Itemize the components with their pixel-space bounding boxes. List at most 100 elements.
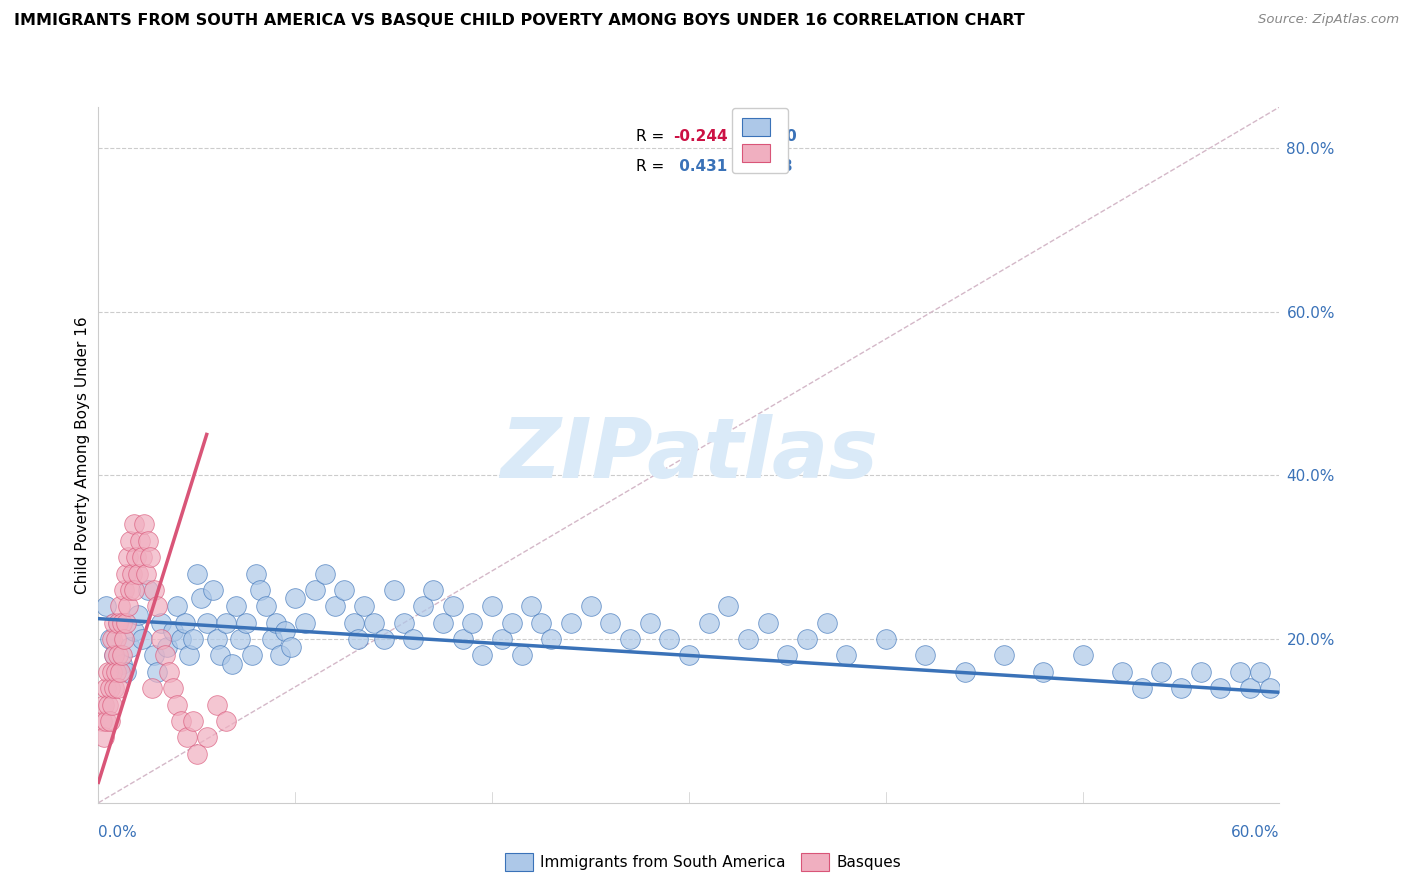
Point: [560, 615, 582, 630]
Point: [412, 599, 434, 614]
Point: [128, 533, 150, 548]
Point: [195, 615, 218, 630]
Point: [347, 632, 370, 646]
Point: [141, 681, 163, 696]
Point: [737, 632, 759, 646]
Point: [953, 665, 976, 679]
Point: [122, 582, 145, 597]
Point: [491, 632, 513, 646]
Point: [186, 566, 208, 581]
Point: [451, 632, 474, 646]
Point: [432, 615, 454, 630]
Text: Source: ZipAtlas.com: Source: ZipAtlas.com: [1258, 13, 1399, 27]
Point: [96, 681, 118, 696]
Point: [304, 582, 326, 597]
Point: [118, 582, 141, 597]
Point: [530, 615, 553, 630]
Point: [101, 698, 124, 712]
Point: [1209, 681, 1232, 696]
Text: -0.244: -0.244: [673, 129, 728, 145]
Point: [166, 599, 188, 614]
Point: [363, 615, 385, 630]
Text: 58: 58: [766, 159, 792, 174]
Point: [280, 640, 302, 655]
Point: [373, 632, 395, 646]
Point: [269, 648, 291, 663]
Point: [146, 665, 169, 679]
Point: [1239, 681, 1261, 696]
Point: [353, 599, 375, 614]
Point: [314, 566, 336, 581]
Point: [117, 550, 139, 565]
Point: [471, 648, 494, 663]
Point: [835, 648, 858, 663]
Point: [108, 665, 131, 679]
Point: [190, 591, 212, 606]
Point: [209, 648, 232, 663]
Point: [155, 648, 177, 663]
Point: [177, 648, 200, 663]
Text: IMMIGRANTS FROM SOUTH AMERICA VS BASQUE CHILD POVERTY AMONG BOYS UNDER 16 CORREL: IMMIGRANTS FROM SOUTH AMERICA VS BASQUE …: [14, 13, 1025, 29]
Point: [91, 714, 114, 728]
Point: [96, 714, 118, 728]
Point: [1071, 648, 1094, 663]
Point: [142, 648, 165, 663]
Point: [176, 731, 198, 745]
Point: [111, 657, 134, 671]
Point: [284, 591, 307, 606]
Legend: , : ,: [731, 108, 789, 173]
Point: [136, 582, 159, 597]
Point: [510, 648, 533, 663]
Text: N =: N =: [730, 129, 773, 145]
Point: [501, 615, 523, 630]
Point: [146, 599, 169, 614]
Point: [103, 615, 125, 630]
Point: [115, 665, 138, 679]
Point: [697, 615, 720, 630]
Point: [112, 582, 135, 597]
Point: [127, 607, 149, 622]
Point: [1189, 665, 1212, 679]
Point: [260, 632, 283, 646]
Point: [481, 599, 503, 614]
Point: [105, 665, 128, 679]
Point: [112, 632, 135, 646]
Text: N =: N =: [730, 159, 773, 174]
Point: [117, 599, 139, 614]
Point: [1249, 665, 1271, 679]
Point: [162, 624, 184, 638]
Point: [215, 714, 238, 728]
Point: [162, 681, 184, 696]
Point: [150, 615, 173, 630]
Point: [97, 665, 120, 679]
Point: [201, 582, 224, 597]
Point: [108, 599, 131, 614]
Point: [249, 582, 271, 597]
Point: [150, 632, 173, 646]
Point: [122, 517, 145, 532]
Point: [97, 698, 120, 712]
Point: [132, 517, 155, 532]
Point: [195, 731, 218, 745]
Point: [264, 615, 287, 630]
Text: 60.0%: 60.0%: [1232, 825, 1279, 840]
Point: [111, 648, 134, 663]
Text: 0.431: 0.431: [673, 159, 727, 174]
Point: [103, 648, 125, 663]
Point: [101, 665, 124, 679]
Point: [205, 698, 228, 712]
Point: [294, 615, 316, 630]
Point: [225, 599, 247, 614]
Point: [131, 632, 153, 646]
Point: [678, 648, 700, 663]
Y-axis label: Child Poverty Among Boys Under 16: Child Poverty Among Boys Under 16: [75, 316, 90, 594]
Point: [138, 550, 160, 565]
Point: [914, 648, 936, 663]
Point: [245, 566, 267, 581]
Point: [115, 566, 138, 581]
Point: [1258, 681, 1281, 696]
Point: [107, 615, 129, 630]
Point: [1150, 665, 1173, 679]
Point: [756, 615, 779, 630]
Point: [98, 714, 121, 728]
